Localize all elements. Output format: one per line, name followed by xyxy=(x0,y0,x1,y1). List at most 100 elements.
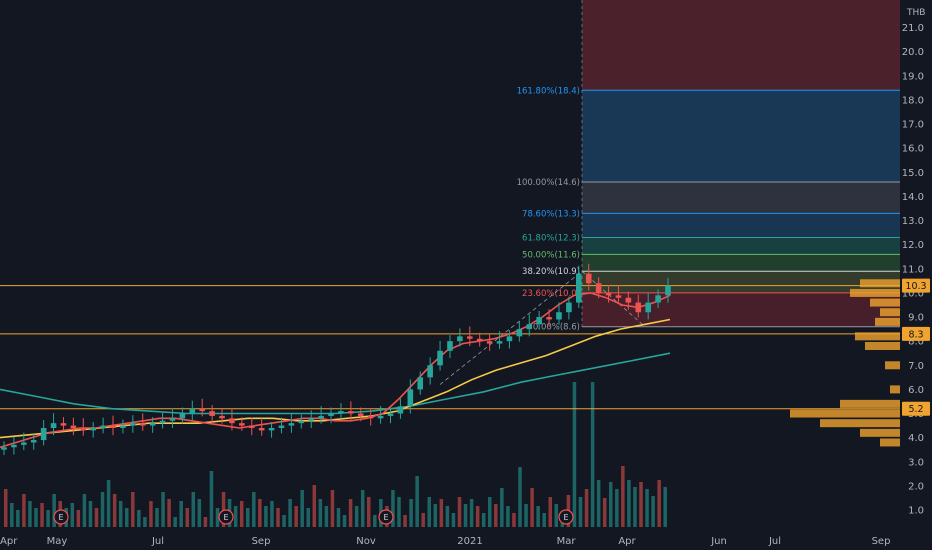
volume-bar-102 xyxy=(621,466,625,527)
volume-bar-84 xyxy=(512,513,516,527)
y-tick-1: 2.0 xyxy=(908,481,924,492)
candle-body-31 xyxy=(308,418,315,421)
x-tick-0: Apr xyxy=(0,536,18,547)
candle-body-61 xyxy=(605,292,612,296)
y-tick-16: 17.0 xyxy=(902,120,924,131)
volume-bar-30 xyxy=(185,508,189,527)
earnings-marker-1 xyxy=(218,509,234,525)
currency-label: THB xyxy=(906,8,925,18)
x-tick-2: Jul xyxy=(151,536,164,547)
y-tick-20: 21.0 xyxy=(902,23,924,34)
candle-body-1 xyxy=(11,444,17,448)
volume-bar-58 xyxy=(354,506,359,527)
fib-label-1: 100.00%(14.6) xyxy=(517,178,580,188)
candle-body-41 xyxy=(407,389,414,407)
candle-body-4 xyxy=(40,427,47,441)
candle-body-13 xyxy=(130,423,136,426)
candle-body-38 xyxy=(377,415,384,419)
volume-bar-45 xyxy=(276,508,280,527)
volume-bar-106 xyxy=(645,489,649,527)
candle-body-37 xyxy=(367,415,374,419)
volume-profile-row-12 xyxy=(860,428,900,437)
volume-bar-11 xyxy=(70,503,75,527)
candle-body-51 xyxy=(506,336,513,342)
candle-body-15 xyxy=(149,423,156,426)
volume-bar-105 xyxy=(639,482,643,527)
volume-bar-57 xyxy=(348,499,353,527)
candle-body-49 xyxy=(486,341,493,344)
volume-bar-104 xyxy=(633,487,637,527)
volume-bar-13 xyxy=(82,494,87,527)
fib-label-2: 78.60%(13.3) xyxy=(522,209,580,219)
y-tick-14: 15.0 xyxy=(902,168,924,179)
volume-bar-69 xyxy=(421,513,425,527)
y-axis: 1.02.03.04.05.06.07.08.09.010.011.012.01… xyxy=(902,23,924,516)
volume-bar-59 xyxy=(360,490,365,527)
earnings-marker-label-1: E xyxy=(223,513,228,522)
volume-bar-71 xyxy=(433,504,438,527)
volume-bar-74 xyxy=(451,513,456,527)
candle-body-6 xyxy=(60,423,67,426)
volume-bar-3 xyxy=(22,494,26,527)
y-tick-9: 10.0 xyxy=(902,288,924,299)
volume-bar-83 xyxy=(506,506,510,527)
volume-bar-108 xyxy=(657,480,661,527)
candle-body-57 xyxy=(566,302,572,313)
volume-bar-79 xyxy=(481,513,486,527)
volume-bar-24 xyxy=(149,501,153,527)
candle-body-3 xyxy=(30,440,37,443)
volume-bar-65 xyxy=(397,497,401,527)
volume-bar-61 xyxy=(373,515,377,527)
x-axis: Apr May Jul Sep Nov 2021 Mar Apr Jun Jul Sep xyxy=(0,536,890,547)
y-tick-10: 11.0 xyxy=(902,264,924,275)
y-tick-17: 18.0 xyxy=(902,95,924,106)
volume-profile-row-6 xyxy=(865,341,900,350)
volume-bar-72 xyxy=(439,499,444,527)
candle-body-53 xyxy=(526,324,533,330)
volume-bar-52 xyxy=(318,499,323,527)
volume-bar-53 xyxy=(324,506,329,527)
volume-bar-25 xyxy=(155,508,159,527)
volume-bar-36 xyxy=(221,492,226,527)
candle-body-34 xyxy=(338,411,344,414)
fib-zone-6 xyxy=(582,271,900,293)
volume-bar-43 xyxy=(264,506,268,527)
fib-label-5: 38.20%(10.9) xyxy=(522,267,580,277)
candle-body-65 xyxy=(645,302,651,313)
candle-body-48 xyxy=(476,338,483,342)
fibonacci-lines: 161.80%(18.4) 100.00%(14.6) 78.60%(13.3) 61… xyxy=(439,0,900,385)
earnings-marker-2 xyxy=(378,509,394,525)
volume-bar-80 xyxy=(488,497,492,527)
y-tick-8: 9.0 xyxy=(908,313,924,324)
fib-label-4: 50.00%(11.6) xyxy=(522,250,580,260)
x-tick-3: Sep xyxy=(252,536,271,547)
candle-body-52 xyxy=(516,329,523,337)
earnings-marker-0 xyxy=(53,509,69,525)
volume-bar-68 xyxy=(415,476,419,527)
volume-bar-78 xyxy=(475,506,480,527)
volume-bar-64 xyxy=(391,490,395,527)
y-tick-18: 19.0 xyxy=(902,71,924,82)
x-tick-10: Sep xyxy=(872,536,891,547)
volume-bar-89 xyxy=(542,513,546,527)
volume-bar-101 xyxy=(615,489,619,527)
volume-bar-34 xyxy=(209,471,214,527)
price-tag-1 xyxy=(902,326,930,341)
price-tag-2 xyxy=(902,401,930,416)
volume-bar-55 xyxy=(336,508,341,527)
volume-bar-26 xyxy=(161,492,165,527)
candle-body-39 xyxy=(387,413,394,416)
fibonacci-zones xyxy=(582,0,900,327)
y-tick-2: 3.0 xyxy=(908,457,924,468)
volume-bar-40 xyxy=(246,508,250,527)
volume-bar-47 xyxy=(288,499,292,527)
volume-profile-row-3 xyxy=(880,308,900,317)
fib-zone-2 xyxy=(582,181,900,214)
volume-bar-51 xyxy=(312,485,317,527)
volume-profile-row-11 xyxy=(820,419,900,428)
candle-body-12 xyxy=(120,425,126,428)
volume-bar-8 xyxy=(52,494,56,527)
volume-profile-row-13 xyxy=(880,438,900,447)
volume-bar-87 xyxy=(530,488,534,527)
